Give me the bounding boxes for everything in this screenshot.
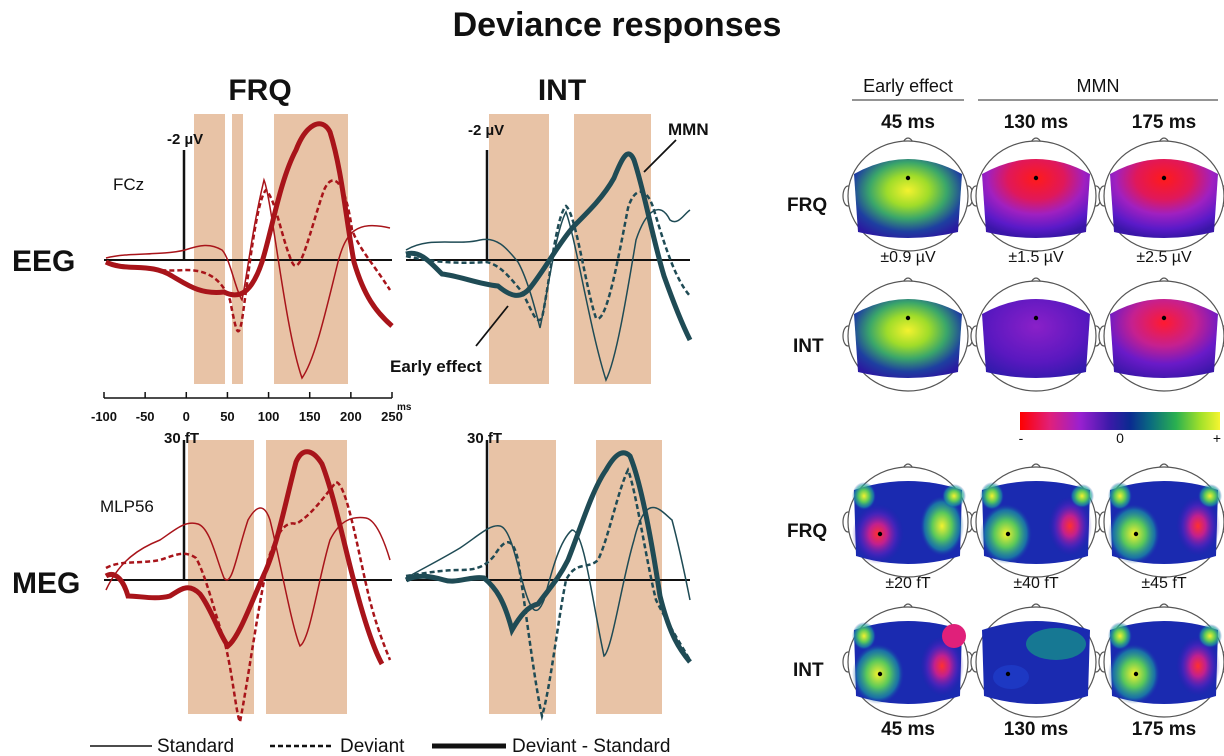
difference-trace: [104, 449, 385, 666]
eeg-scale-label: -2 µV: [468, 122, 504, 139]
standard-trace: [405, 506, 691, 658]
time-axis-tick-label: 50: [220, 409, 234, 424]
deviant-trace: [405, 466, 692, 721]
deviant-trace: [105, 480, 392, 726]
standard-trace: [105, 177, 391, 380]
sensor-dot: [1161, 175, 1167, 181]
meg-channel-label: MLP56: [100, 497, 154, 516]
topo-header-mmn: MMN: [1077, 76, 1120, 96]
mmn-leader-line: [643, 139, 677, 173]
colorbar: [1020, 412, 1220, 430]
difference-trace: [405, 151, 693, 342]
sensor-dot: [1133, 531, 1139, 537]
sensor-dot: [905, 175, 911, 181]
eeg-scale-value: ±1.5 µV: [1008, 249, 1064, 266]
topo-time-label: 45 ms: [881, 719, 935, 740]
topo-row-label-int: INT: [793, 660, 824, 681]
topo-map: [842, 463, 974, 578]
topo-map: [842, 277, 974, 392]
topo-time-label: 45 ms: [881, 112, 935, 133]
deviant-trace: [105, 179, 392, 333]
shaded-window: [489, 114, 549, 384]
sensor-dot: [1005, 531, 1011, 537]
time-axis-tick-label: 100: [258, 409, 280, 424]
eeg-frq-panel: -2 µV FCz: [104, 114, 394, 384]
topo-map: [970, 277, 1102, 392]
time-axis-tick-label: 200: [340, 409, 362, 424]
time-axis-tick-label: -100: [91, 409, 117, 424]
shaded-window: [188, 440, 254, 714]
sensor-dot: [1033, 175, 1039, 181]
legend: Standard Deviant Deviant - Standard: [90, 736, 670, 756]
topo-map: [970, 137, 1102, 252]
meg-frq-panel: 30 fT MLP56: [100, 430, 392, 726]
topo-row-label-frq: FRQ: [787, 521, 827, 542]
meg-scale-label: 30 fT: [164, 430, 199, 447]
topo-time-label: 175 ms: [1132, 719, 1196, 740]
topo-map: [1098, 603, 1224, 718]
sensor-dot: [905, 315, 911, 321]
shaded-window: [574, 114, 651, 384]
topo-map: [1098, 277, 1224, 392]
eeg-channel-label: FCz: [113, 175, 144, 194]
meg-scale-label: 30 fT: [467, 430, 502, 447]
eeg-scale-label: -2 µV: [167, 131, 203, 148]
shaded-window: [266, 440, 347, 714]
legend-difference-label: Deviant - Standard: [512, 736, 670, 756]
meg-scale-value: ±40 fT: [1013, 575, 1058, 592]
row-label-eeg: EEG: [12, 245, 75, 278]
topo-time-label: 130 ms: [1004, 112, 1068, 133]
colorbar-zero-label: 0: [1116, 430, 1124, 446]
row-label-meg: MEG: [12, 567, 80, 600]
early-effect-label: Early effect: [390, 357, 482, 376]
meg-scale-value: ±45 fT: [1141, 575, 1186, 592]
time-axis-tick-label: 250: [381, 409, 403, 424]
difference-trace: [104, 121, 394, 328]
time-axis-tick-label: -50: [136, 409, 155, 424]
column-header-frq: FRQ: [228, 74, 291, 107]
colorbar-pos-label: +: [1213, 430, 1221, 446]
topo-map: [842, 603, 974, 718]
topo-time-label: 130 ms: [1004, 719, 1068, 740]
eeg-scale-value: ±0.9 µV: [880, 249, 936, 266]
colorbar-neg-label: -: [1019, 430, 1024, 446]
column-header-int: INT: [538, 74, 586, 107]
mmn-label: MMN: [668, 120, 709, 139]
eeg-int-panel: -2 µV MMN Early effect: [390, 114, 709, 384]
shaded-window: [489, 440, 556, 714]
figure-title: Deviance responses: [453, 6, 782, 44]
topo-map: [1098, 137, 1224, 252]
topo-map: [970, 603, 1102, 718]
meg-int-panel: 30 fT: [404, 430, 692, 721]
sensor-dot: [1005, 671, 1011, 677]
shaded-window: [232, 114, 243, 384]
time-axis: -100 -50 0 50 100 150 200 250 ms: [91, 392, 412, 424]
eeg-scale-value: ±2.5 µV: [1136, 249, 1192, 266]
difference-trace: [404, 450, 692, 664]
sensor-dot: [877, 531, 883, 537]
topo-header-early: Early effect: [863, 76, 953, 96]
topo-row-label-int: INT: [793, 336, 824, 357]
sensor-dot: [1161, 315, 1167, 321]
sensor-dot: [877, 671, 883, 677]
early-effect-leader-line: [475, 305, 509, 347]
topography-panel: Early effect MMN 45 ms 130 ms 175 ms FRQ…: [787, 76, 1224, 740]
time-axis-tick-label: 0: [183, 409, 190, 424]
meg-scale-value: ±20 fT: [885, 575, 930, 592]
topo-time-label: 175 ms: [1132, 112, 1196, 133]
legend-standard-label: Standard: [157, 736, 234, 756]
topo-map: [842, 137, 974, 252]
topo-row-label-frq: FRQ: [787, 195, 827, 216]
sensor-dot: [1133, 671, 1139, 677]
topo-map: [970, 463, 1102, 578]
deviant-trace: [405, 190, 691, 322]
time-axis-tick-label: 150: [299, 409, 321, 424]
sensor-dot: [1033, 315, 1039, 321]
topo-map: [1098, 463, 1224, 578]
legend-deviant-label: Deviant: [340, 736, 405, 756]
time-axis-unit: ms: [397, 402, 412, 413]
